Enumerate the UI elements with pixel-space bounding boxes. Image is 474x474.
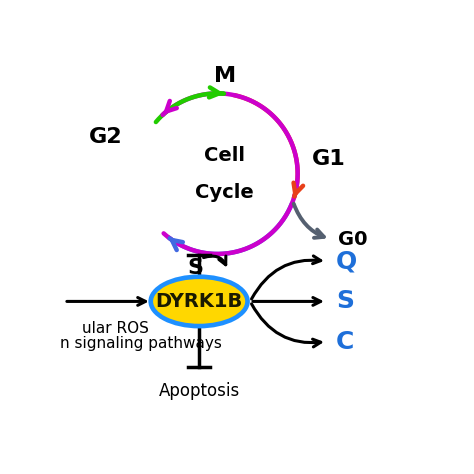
Text: ular ROS: ular ROS	[82, 321, 149, 336]
Text: S: S	[336, 290, 354, 313]
Text: S: S	[188, 258, 203, 278]
Text: Apoptosis: Apoptosis	[158, 382, 240, 400]
Text: n signaling pathways: n signaling pathways	[61, 336, 222, 351]
Text: Cell: Cell	[204, 146, 245, 164]
Text: G1: G1	[312, 149, 346, 169]
Ellipse shape	[152, 278, 246, 325]
Text: G0: G0	[338, 230, 367, 249]
Text: DYRK1B: DYRK1B	[155, 292, 243, 311]
Text: G2: G2	[89, 127, 122, 147]
Text: M: M	[214, 66, 236, 86]
Ellipse shape	[148, 274, 250, 328]
Text: C: C	[336, 329, 355, 354]
Text: Cycle: Cycle	[195, 183, 254, 202]
Text: Q: Q	[336, 249, 357, 273]
